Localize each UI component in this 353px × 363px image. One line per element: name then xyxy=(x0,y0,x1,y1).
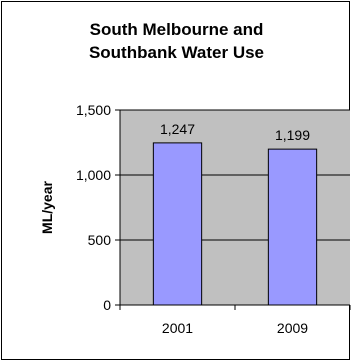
y-axis-label: ML/year xyxy=(39,180,55,233)
bar-2009 xyxy=(267,148,318,306)
data-label-2009: 1,199 xyxy=(275,127,310,143)
tick-labels: 0 500 1,000 1,500 2001 2009 xyxy=(76,102,308,336)
data-label-2001: 1,247 xyxy=(160,121,195,137)
x-tick-label-2009: 2009 xyxy=(277,320,308,336)
y-tick-label: 1,000 xyxy=(76,167,111,183)
axes xyxy=(115,109,351,310)
x-tick-label-2001: 2001 xyxy=(162,320,193,336)
y-tick-label: 500 xyxy=(88,232,112,248)
data-labels: 1,247 1,199 xyxy=(160,121,310,143)
chart-title: South Melbourne and Southbank Water Use xyxy=(2,18,351,64)
y-tick-label: 0 xyxy=(103,297,111,313)
bar-2001 xyxy=(152,142,203,306)
bars xyxy=(152,142,318,306)
y-tick-label: 1,500 xyxy=(76,102,111,118)
chart-title-line-1: South Melbourne and xyxy=(89,20,264,39)
chart-title-line-2: Southbank Water Use xyxy=(88,43,265,62)
